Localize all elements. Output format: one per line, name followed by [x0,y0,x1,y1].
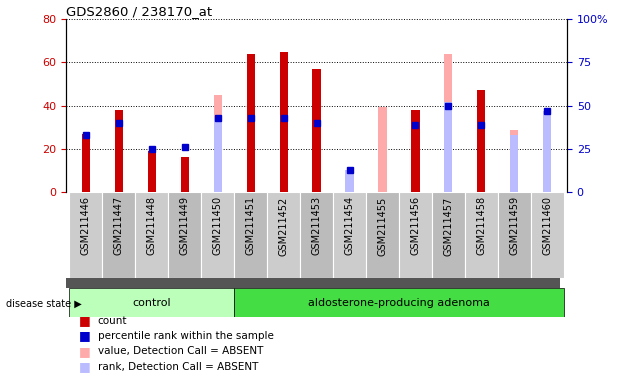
Text: ■: ■ [79,345,91,358]
Bar [478,91,485,192]
Text: disease state ▶: disease state ▶ [6,298,82,308]
Bar [543,126,551,192]
Bar [345,170,353,192]
Text: control: control [132,298,171,308]
Text: GSM211459: GSM211459 [509,196,519,255]
Text: GSM211457: GSM211457 [444,196,454,256]
Bar [214,95,222,192]
Text: value, Detection Call = ABSENT: value, Detection Call = ABSENT [98,346,263,356]
Bar [543,111,551,192]
Text: ■: ■ [79,314,91,327]
Text: GSM211446: GSM211446 [81,196,91,255]
Text: GSM211458: GSM211458 [476,196,486,255]
Bar [148,151,156,192]
Bar [444,102,452,192]
Text: ■: ■ [79,329,91,343]
Bar [280,51,288,192]
Bar [82,134,90,192]
Bar [246,54,255,192]
Text: GSM211448: GSM211448 [147,196,157,255]
Bar [69,288,234,317]
Bar [510,135,518,192]
Text: GSM211456: GSM211456 [410,196,420,255]
Bar [411,110,420,192]
Bar [234,288,564,317]
Text: aldosterone-producing adenoma: aldosterone-producing adenoma [308,298,490,308]
Bar [465,192,498,278]
Text: GSM211452: GSM211452 [278,196,289,256]
Bar [510,130,518,192]
Text: GSM211449: GSM211449 [180,196,190,255]
Bar [432,192,465,278]
Bar [181,157,189,192]
Bar [66,278,561,288]
Bar [234,192,267,278]
Text: ■: ■ [79,360,91,373]
Text: rank, Detection Call = ABSENT: rank, Detection Call = ABSENT [98,362,258,372]
Text: count: count [98,316,127,326]
Bar [530,192,564,278]
Text: GSM211460: GSM211460 [542,196,553,255]
Bar [168,192,201,278]
Text: GSM211447: GSM211447 [114,196,124,255]
Bar [69,192,103,278]
Bar [300,192,333,278]
Text: GSM211453: GSM211453 [312,196,321,255]
Bar [214,118,222,192]
Bar [201,192,234,278]
Text: percentile rank within the sample: percentile rank within the sample [98,331,273,341]
Bar [379,107,387,192]
Bar [333,192,366,278]
Text: GSM211455: GSM211455 [377,196,387,256]
Bar [312,69,321,192]
Bar [345,182,353,192]
Bar [498,192,530,278]
Bar [399,192,432,278]
Text: GSM211450: GSM211450 [213,196,223,255]
Text: GSM211451: GSM211451 [246,196,256,255]
Text: GSM211454: GSM211454 [345,196,355,255]
Bar [135,192,168,278]
Bar [103,192,135,278]
Bar [115,110,123,192]
Bar [267,192,300,278]
Bar [366,192,399,278]
Text: GDS2860 / 238170_at: GDS2860 / 238170_at [66,5,212,18]
Bar [444,54,452,192]
